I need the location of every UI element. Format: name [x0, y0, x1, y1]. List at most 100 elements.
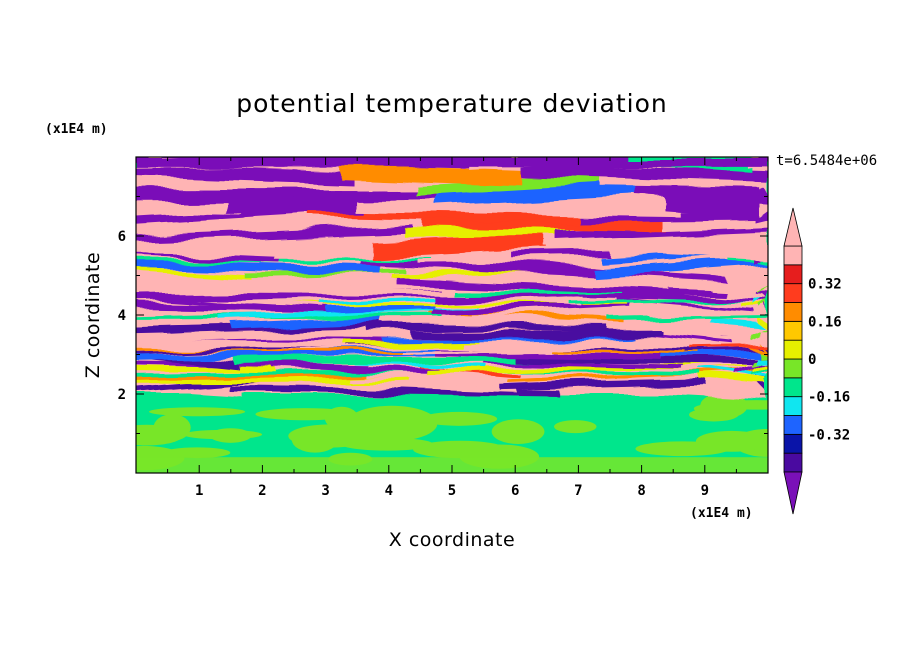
- contour-band: [691, 345, 768, 350]
- contour-band: [136, 266, 250, 278]
- contour-band: [411, 330, 664, 338]
- contour-band: [136, 327, 414, 341]
- contour-band: [756, 316, 768, 330]
- contour-band: [436, 179, 654, 207]
- contour-band: [312, 210, 579, 224]
- mixed-layer-blob: [695, 430, 768, 452]
- contour-band: [700, 373, 768, 386]
- y-axis-unit: (x1E4 m): [45, 122, 108, 137]
- stratified-layer: [136, 157, 768, 400]
- contour-band: [711, 317, 768, 329]
- x-tick-label: 4: [385, 483, 393, 499]
- mixed-layer-blob: [136, 424, 184, 446]
- contour-band: [136, 318, 240, 328]
- contour-band: [592, 256, 768, 277]
- colorbar-box: [783, 320, 803, 341]
- contour-band: [136, 310, 239, 318]
- x-tick-label: 1: [195, 483, 203, 499]
- mixed-layer-blob: [183, 429, 263, 440]
- contour-band: [229, 385, 559, 397]
- contour-band: [232, 316, 392, 330]
- contour-band: [547, 346, 701, 354]
- contour-band: [753, 367, 768, 378]
- contour-band: [754, 362, 768, 375]
- contour-band: [762, 327, 768, 341]
- x-axis-unit: (x1E4 m): [690, 506, 753, 521]
- colorbar-tick-label: 0.32: [808, 277, 842, 293]
- x-tick-label: 6: [511, 483, 519, 499]
- contour-band: [370, 232, 551, 260]
- colorbar-top-triangle: [783, 207, 803, 247]
- contour-band: [136, 303, 330, 314]
- colorbar-box: [783, 377, 803, 398]
- colorbar-box: [783, 339, 803, 360]
- colorbar-box: [783, 245, 803, 266]
- y-tick-label: 4: [118, 308, 126, 324]
- chart-title: potential temperature deviation: [236, 89, 667, 118]
- contour-band: [233, 354, 531, 365]
- contour-band: [136, 259, 380, 273]
- y-tick-label: 2: [118, 387, 126, 403]
- x-tick-label: 7: [574, 483, 582, 499]
- contour-band: [728, 257, 768, 263]
- y-axis-label: Z coordinate: [82, 252, 104, 378]
- contour-band: [321, 297, 442, 305]
- contour-band: [754, 355, 768, 365]
- colorbar-box: [783, 433, 803, 454]
- contour-band: [472, 307, 660, 321]
- x-axis-label: X coordinate: [389, 529, 515, 551]
- y-axis: 2 4 6: [118, 196, 768, 434]
- contour-band: [136, 364, 277, 372]
- contour-band: [484, 360, 684, 369]
- x-tick-label: 5: [448, 483, 456, 499]
- contour-band: [136, 177, 427, 189]
- colorbar-box: [783, 415, 803, 435]
- time-label: t=6.5484e+06: [776, 153, 877, 169]
- lower-layer: [136, 392, 768, 473]
- x-tick-label: 9: [701, 483, 709, 499]
- mixed-layer-blob: [149, 407, 246, 417]
- colorbar-tick-label: -0.16: [808, 390, 850, 406]
- mixed-layer-blob: [491, 419, 545, 444]
- contour-band: [500, 379, 714, 391]
- y-tick-label: 6: [118, 229, 126, 245]
- colorbar-tick-label: 0.16: [808, 314, 842, 330]
- x-tick-label: 8: [637, 483, 645, 499]
- contour-band: [513, 252, 611, 260]
- x-axis: 1 2 3 4 5 6 7 8 9: [167, 157, 737, 499]
- plot-area: [136, 157, 768, 473]
- contour-band: [520, 163, 768, 185]
- mixed-layer-blob: [554, 420, 597, 434]
- contour-band: [354, 195, 681, 218]
- mixed-layer-blob: [164, 447, 231, 459]
- contour-band: [582, 289, 768, 302]
- colorbar-bottom-triangle: [783, 471, 803, 515]
- contour-band: [383, 319, 728, 328]
- contour-band: [760, 300, 768, 308]
- contour-band: [136, 196, 243, 217]
- mixed-layer-blob: [291, 426, 339, 453]
- colorbar-tick-label: 0: [808, 352, 816, 368]
- colorbar-box: [783, 302, 803, 322]
- contour-band: [661, 325, 768, 343]
- contour-band: [136, 163, 353, 185]
- colorbar-box: [783, 358, 803, 379]
- contour-band: [136, 236, 375, 256]
- mixed-layer-blob: [420, 411, 498, 426]
- contour-band: [226, 197, 363, 216]
- mixed-layer-blob: [693, 403, 745, 415]
- contour-band: [649, 310, 768, 317]
- colorbar-box: [783, 452, 803, 473]
- contour-band: [737, 360, 768, 377]
- contour-band: [395, 276, 723, 295]
- colorbar: 0.32 0.16 0 -0.16 -0.32: [783, 207, 850, 515]
- colorbar-box: [783, 283, 803, 303]
- x-tick-label: 3: [321, 483, 329, 499]
- contour-band: [700, 366, 768, 380]
- contour-band: [136, 337, 349, 348]
- x-tick-label: 2: [258, 483, 266, 499]
- colorbar-box: [783, 396, 803, 416]
- colorbar-tick-label: -0.32: [808, 427, 850, 443]
- colorbar-box: [783, 264, 803, 285]
